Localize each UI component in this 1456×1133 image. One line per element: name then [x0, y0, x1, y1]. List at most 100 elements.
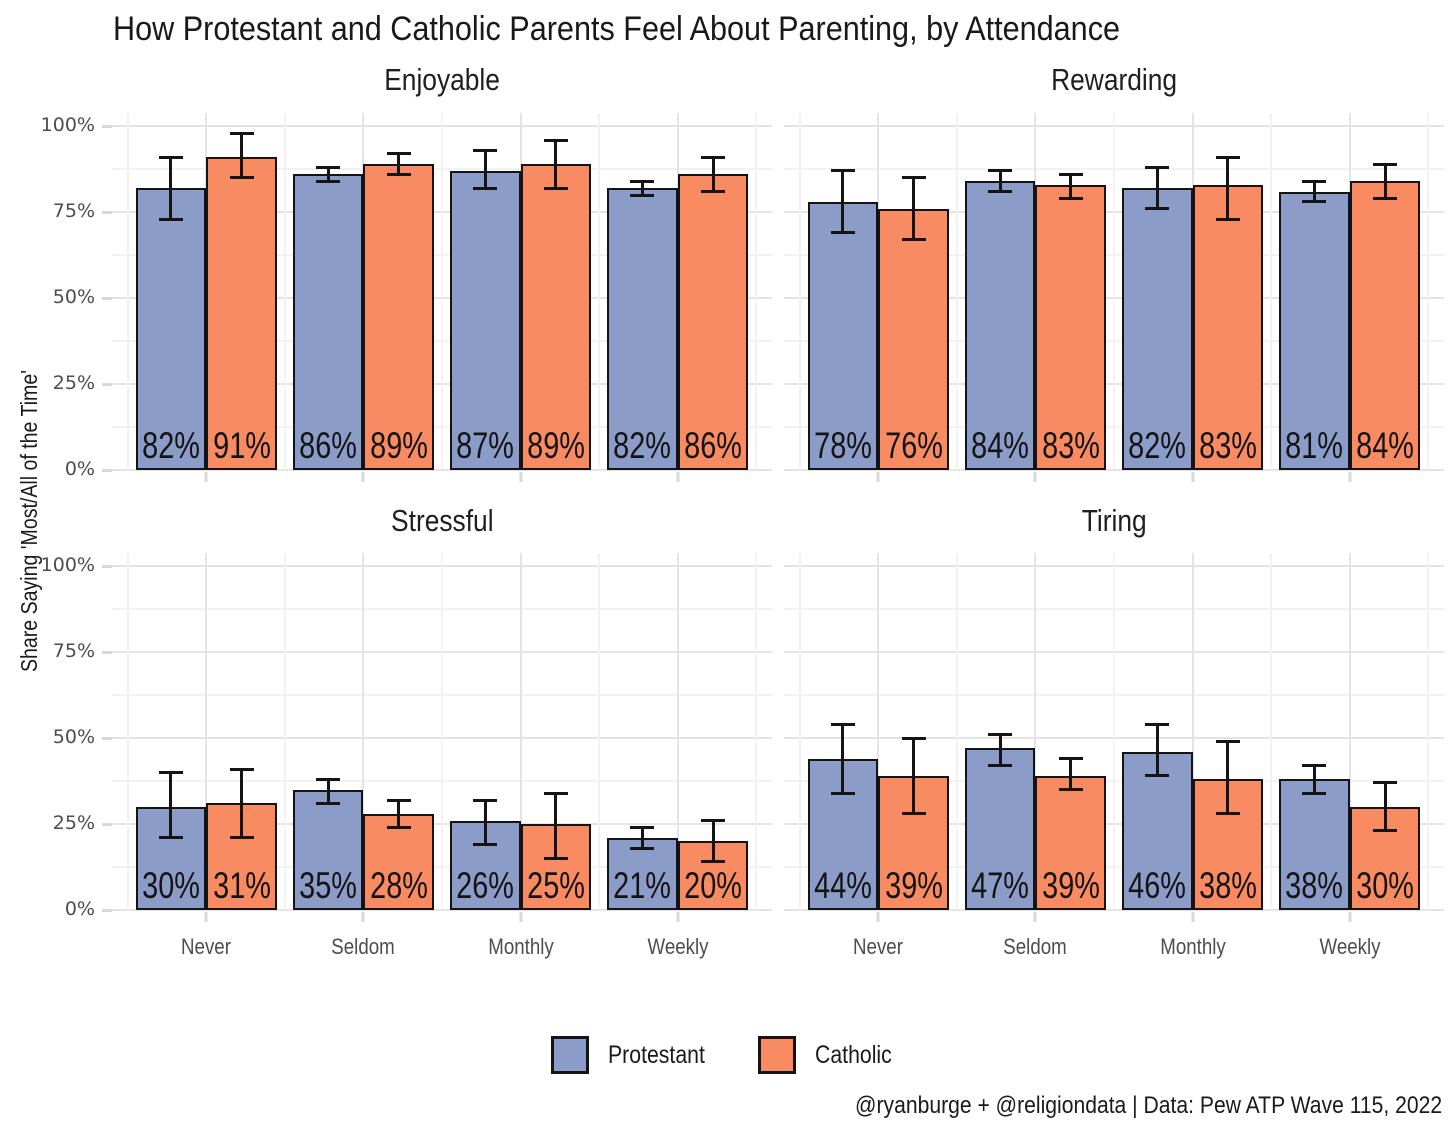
error-bar	[1058, 553, 1083, 910]
bar-protestant-seldom: 35%	[292, 789, 364, 910]
error-bar-stem	[1155, 167, 1159, 209]
bar-protestant-weekly: 81%	[1279, 191, 1350, 470]
error-bar-cap	[1373, 196, 1398, 200]
bar-protestant-monthly: 87%	[449, 170, 521, 470]
gridline	[1113, 553, 1115, 910]
bar-protestant-weekly: 21%	[607, 837, 678, 910]
error-bar	[1302, 113, 1327, 470]
error-bar-cap	[701, 155, 726, 159]
bar-protestant-never: 82%	[135, 188, 207, 470]
error-bar-stem	[1069, 758, 1073, 790]
axis-tick	[102, 736, 112, 740]
bar-value-label: 86%	[299, 425, 357, 466]
gridline	[441, 113, 443, 470]
x-axis-ticks	[784, 911, 1444, 923]
gridline	[126, 553, 129, 910]
axis-tick	[102, 650, 112, 654]
error-bar-cap	[229, 176, 254, 180]
bar-catholic-monthly: 83%	[1192, 184, 1264, 470]
error-bar-cap	[630, 846, 655, 850]
x-tick-label: Monthly	[487, 934, 554, 959]
error-bar-stem	[169, 772, 173, 838]
error-bar-stem	[1383, 782, 1387, 831]
bar-value-label: 89%	[369, 425, 428, 466]
error-bar-stem	[1226, 157, 1230, 220]
axis-tick	[876, 472, 880, 482]
axis-tick	[676, 912, 680, 922]
error-bar-cap	[901, 736, 926, 740]
bar-value-label: 82%	[1128, 425, 1187, 466]
error-bar	[901, 553, 926, 910]
bar-value-label: 39%	[884, 865, 943, 906]
error-bar-cap	[1145, 722, 1170, 726]
error-bar-cap	[386, 826, 411, 829]
error-bar	[473, 553, 498, 910]
x-tick-label: Monthly	[1159, 934, 1226, 959]
error-bar-cap	[901, 812, 926, 816]
error-bar-cap	[158, 771, 183, 774]
x-tick-label: Weekly	[1319, 934, 1381, 959]
gridline	[755, 113, 758, 470]
error-bar-stem	[841, 724, 845, 794]
legend: Protestant Catholic	[0, 1036, 1456, 1074]
error-bar	[830, 553, 855, 910]
error-bar-cap	[1215, 217, 1240, 221]
panel-rewarding: 78% 84% 82% 81% 76% 83% 83% 84%	[784, 113, 1444, 471]
error-bar-cap	[830, 231, 855, 235]
error-bar-stem	[1226, 741, 1230, 814]
error-bar-cap	[701, 860, 726, 864]
gridline	[1427, 553, 1430, 910]
error-bar	[158, 553, 183, 910]
legend-label: Protestant	[607, 1040, 705, 1069]
gridline	[283, 553, 286, 910]
axis-tick	[102, 908, 112, 912]
axis-tick	[102, 210, 112, 214]
axis-tick	[102, 124, 112, 128]
panel-title-enjoyable: Enjoyable	[384, 62, 500, 97]
bar-value-label: 31%	[212, 865, 271, 906]
error-bar-cap	[1302, 791, 1327, 795]
panel-title-rewarding: Rewarding	[1051, 62, 1177, 97]
y-tick-label: 0%	[64, 898, 95, 920]
y-tick-label: 50%	[52, 726, 95, 749]
error-bar-stem	[1312, 181, 1316, 202]
error-bar-cap	[473, 186, 498, 190]
axis-tick	[519, 472, 523, 482]
bar-protestant-monthly: 46%	[1121, 751, 1193, 910]
bar-value-label: 81%	[1285, 425, 1344, 466]
error-bar	[386, 113, 411, 470]
gridline	[362, 553, 365, 910]
axis-tick	[204, 912, 208, 922]
error-bar-cap	[1302, 200, 1327, 204]
error-bar-stem	[397, 153, 401, 175]
error-bar	[701, 553, 726, 910]
gridline	[676, 553, 679, 910]
axis-tick	[1348, 472, 1352, 482]
error-bar-cap	[830, 169, 855, 173]
error-bar-stem	[554, 140, 558, 189]
bar-value-label: 46%	[1128, 865, 1187, 906]
y-tick-label: 75%	[52, 640, 95, 663]
error-bar-cap	[158, 836, 183, 840]
axis-tick	[1033, 472, 1037, 482]
panel-tiring: 44% 47% 46% 38% 39% 39% 38% 30%	[784, 553, 1444, 911]
gridline	[1113, 113, 1115, 470]
gridline	[126, 113, 129, 470]
error-bar-cap	[1058, 172, 1083, 176]
axis-tick	[519, 912, 523, 922]
gridline	[955, 113, 958, 470]
error-bar	[543, 553, 568, 910]
error-bar	[988, 553, 1013, 910]
error-bar	[901, 113, 926, 470]
gridline	[784, 909, 1444, 911]
gridline	[519, 553, 522, 910]
bar-catholic-monthly: 89%	[520, 164, 592, 470]
gridline	[1270, 113, 1273, 470]
error-bar-cap	[1302, 764, 1327, 768]
bar-catholic-weekly: 86%	[677, 174, 749, 470]
bar-catholic-never: 76%	[878, 208, 949, 470]
gridline	[283, 113, 286, 470]
error-bar-stem	[1383, 164, 1387, 199]
bar-value-label: 84%	[971, 425, 1029, 466]
